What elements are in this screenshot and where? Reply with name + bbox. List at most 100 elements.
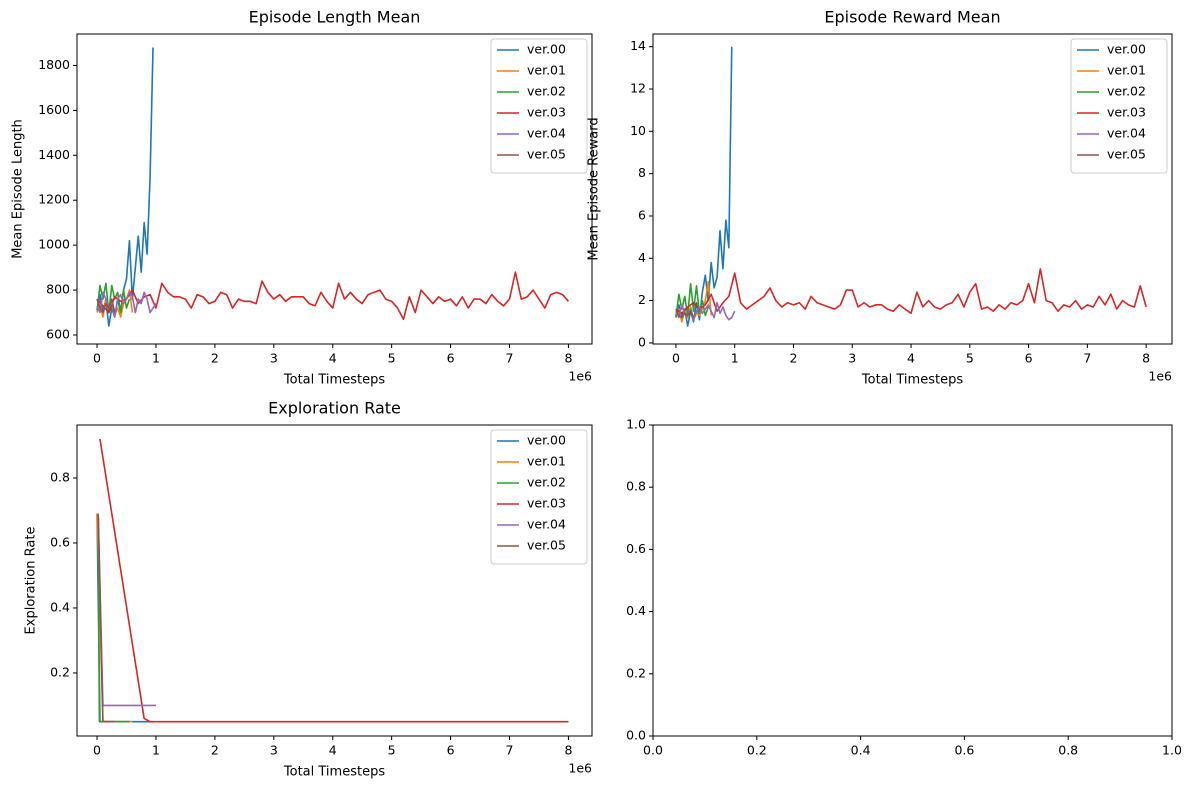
x-tick-label: 0.4 <box>851 743 871 758</box>
legend-label: ver.03 <box>1107 105 1146 120</box>
x-tick-label: 5 <box>388 743 396 758</box>
x-tick-label: 5 <box>388 351 396 366</box>
legend-label: ver.03 <box>527 105 566 120</box>
y-tick-label: 0 <box>638 334 646 349</box>
x-offset-label: 1e6 <box>1148 369 1172 384</box>
x-tick-label: 3 <box>270 743 278 758</box>
x-tick-label: 3 <box>270 351 278 366</box>
y-tick-label: 14 <box>630 38 646 53</box>
y-tick-label: 0.0 <box>626 728 646 743</box>
legend-label: ver.01 <box>527 454 566 469</box>
axes-frame <box>76 424 593 737</box>
y-tick-label: 0.4 <box>626 603 646 618</box>
y-tick-label: 0.6 <box>50 534 70 549</box>
x-tick-label: 0.2 <box>747 743 767 758</box>
legend-label: ver.05 <box>1107 147 1146 162</box>
series-line <box>96 513 154 723</box>
x-tick-label: 0 <box>93 351 101 366</box>
legend-label: ver.00 <box>527 433 566 448</box>
y-tick-label: 0.4 <box>50 599 70 614</box>
y-tick-label: 1400 <box>38 147 70 162</box>
x-axis-label: Total Timesteps <box>283 373 385 388</box>
subplot-title: Episode Length Mean <box>249 8 421 27</box>
x-tick-label: 1.0 <box>1162 743 1182 758</box>
x-tick-label: 1 <box>152 743 160 758</box>
subplot: 0 1 2 3 4 5 6 7 8 0.2 0.4 0.6 0.8 Exploration Rate Tot… <box>24 399 593 780</box>
y-tick-label: 8 <box>638 165 646 180</box>
x-tick-label: 0 <box>93 743 101 758</box>
series-line <box>675 46 733 327</box>
y-tick-label: 6 <box>638 207 646 222</box>
y-tick-label: 1600 <box>38 102 70 117</box>
axes-frame <box>652 33 1173 345</box>
y-axis-label: Exploration Rate <box>24 527 39 635</box>
legend-label: ver.04 <box>1107 126 1146 141</box>
x-tick-label: 0.8 <box>1058 743 1078 758</box>
legend-label: ver.01 <box>1107 63 1146 78</box>
axes-frame <box>652 424 1173 737</box>
y-tick-label: 800 <box>46 282 70 297</box>
legend-box <box>490 38 588 174</box>
series-line <box>675 268 1147 315</box>
y-tick-label: 1800 <box>38 57 70 72</box>
x-tick-label: 7 <box>1083 351 1091 366</box>
series-line <box>99 438 569 723</box>
y-tick-label: 600 <box>46 327 70 342</box>
series-line <box>675 308 695 319</box>
x-tick-label: 1 <box>152 351 160 366</box>
series-line <box>96 298 116 314</box>
y-tick-label: 0.2 <box>626 665 646 680</box>
y-tick-label: 0.8 <box>50 469 70 484</box>
series-line <box>97 513 130 723</box>
y-tick-label: 12 <box>630 81 646 96</box>
x-tick-label: 2 <box>790 351 798 366</box>
x-tick-label: 0.6 <box>954 743 974 758</box>
x-tick-label: 5 <box>966 351 974 366</box>
legend-box <box>1070 38 1168 174</box>
legend-label: ver.02 <box>527 475 566 490</box>
legend-label: ver.01 <box>527 63 566 78</box>
legend: ver.00 ver.01 ver.02 ver.03 ver.04 ver.05 <box>1070 38 1168 174</box>
x-tick-label: 4 <box>329 351 337 366</box>
x-tick-label: 1 <box>731 351 739 366</box>
legend-label: ver.05 <box>527 538 566 553</box>
axes-frame <box>76 33 593 345</box>
x-offset-label: 1e6 <box>568 761 592 776</box>
y-tick-label: 0.8 <box>626 479 646 494</box>
y-tick-label: 4 <box>638 250 646 265</box>
y-tick-label: 0.2 <box>50 664 70 679</box>
legend-box <box>490 429 588 565</box>
y-tick-label: 1200 <box>38 192 70 207</box>
x-offset-label: 1e6 <box>568 369 592 384</box>
legend-label: ver.04 <box>527 126 566 141</box>
x-tick-label: 7 <box>506 351 514 366</box>
legend-label: ver.05 <box>527 147 566 162</box>
x-tick-label: 7 <box>506 743 514 758</box>
legend: ver.00 ver.01 ver.02 ver.03 ver.04 ver.05 <box>490 429 588 565</box>
series-line <box>97 513 115 723</box>
x-tick-label: 0.0 <box>643 743 663 758</box>
x-tick-label: 3 <box>848 351 856 366</box>
x-axis-label: Total Timesteps <box>283 765 385 780</box>
y-tick-label: 10 <box>630 123 646 138</box>
y-tick-label: 0.6 <box>626 541 646 556</box>
x-tick-label: 6 <box>1025 351 1033 366</box>
subplot-title: Exploration Rate <box>268 399 401 418</box>
y-tick-label: 1000 <box>38 237 70 252</box>
x-tick-label: 6 <box>447 743 455 758</box>
series-line <box>96 291 157 318</box>
x-tick-label: 8 <box>564 351 572 366</box>
legend: ver.00 ver.01 ver.02 ver.03 ver.04 ver.05 <box>490 38 588 174</box>
x-tick-label: 8 <box>564 743 572 758</box>
x-tick-label: 0 <box>672 351 680 366</box>
legend-label: ver.00 <box>527 42 566 57</box>
y-axis-label: Mean Episode Length <box>11 119 26 259</box>
legend-label: ver.04 <box>527 517 566 532</box>
y-axis-label: Mean Episode Reward <box>587 117 602 260</box>
subplot: 0 1 2 3 4 5 6 7 8 600 800 1000 1200 1400 1600 1800 Episo… <box>11 8 593 388</box>
legend-label: ver.02 <box>527 84 566 99</box>
series-line <box>96 271 570 321</box>
legend-label: ver.00 <box>1107 42 1146 57</box>
legend-label: ver.02 <box>1107 84 1146 99</box>
